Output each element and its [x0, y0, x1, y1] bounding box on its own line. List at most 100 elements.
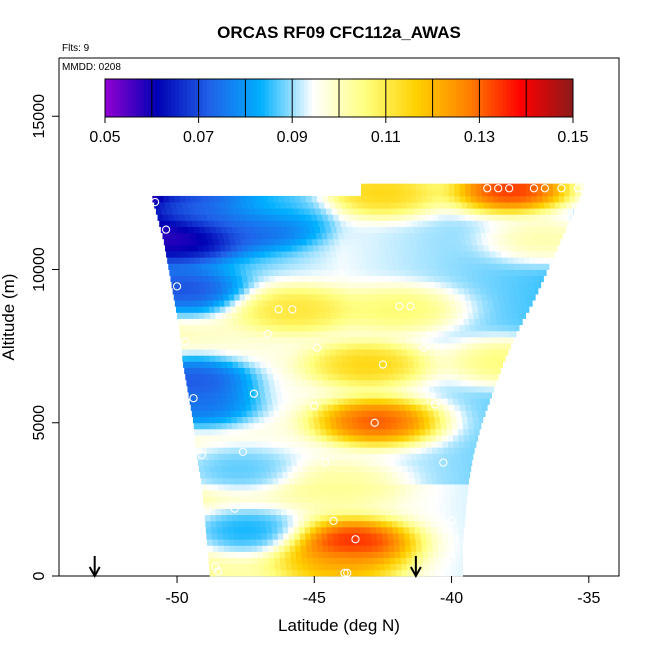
- heatmap-cell: [370, 287, 377, 295]
- heatmap-cell: [225, 306, 232, 313]
- heatmap-cell: [321, 533, 328, 540]
- heatmap-cell: [466, 306, 473, 313]
- heatmap-cell: [283, 447, 290, 454]
- heatmap-cell: [412, 416, 419, 424]
- heatmap-cell: [486, 263, 493, 270]
- heatmap-cell: [305, 294, 312, 301]
- heatmap-cell: [419, 428, 426, 436]
- heatmap-cell: [433, 490, 440, 497]
- heatmap-cell: [511, 202, 517, 209]
- heatmap-cell: [353, 287, 360, 295]
- heatmap-cell: [241, 343, 248, 350]
- heatmap-cell: [485, 287, 492, 295]
- heatmap-cell: [344, 195, 351, 203]
- heatmap-cell: [413, 514, 420, 522]
- heatmap-cell: [307, 459, 314, 467]
- colorbar-segment: [420, 79, 426, 117]
- heatmap-cell: [360, 533, 367, 540]
- heatmap-cell: [355, 214, 362, 221]
- heatmap-cell: [250, 447, 257, 454]
- heatmap-cell: [423, 385, 430, 393]
- heatmap-cell: [367, 496, 374, 503]
- heatmap-cell: [203, 416, 210, 424]
- heatmap-cell: [451, 508, 458, 516]
- heatmap-cell: [454, 545, 461, 552]
- heatmap-cell: [522, 202, 528, 209]
- heatmap-cell: [420, 232, 427, 240]
- heatmap-cell: [314, 312, 321, 319]
- heatmap-cell: [344, 330, 351, 338]
- heatmap-cell: [547, 263, 550, 270]
- heatmap-cell: [366, 373, 373, 381]
- heatmap-cell: [433, 379, 440, 387]
- heatmap-cell: [487, 373, 494, 381]
- heatmap-cell: [275, 349, 281, 356]
- heatmap-cell: [222, 232, 229, 240]
- heatmap-cell: [238, 471, 245, 479]
- heatmap-cell: [540, 257, 547, 264]
- heatmap-cell: [318, 220, 325, 227]
- heatmap-cell: [227, 520, 234, 528]
- heatmap-cell: [362, 496, 369, 503]
- heatmap-cell: [459, 294, 466, 301]
- heatmap-cell: [428, 502, 435, 509]
- heatmap-cell: [489, 202, 495, 209]
- heatmap-cell: [533, 281, 540, 289]
- heatmap-cell: [468, 422, 475, 430]
- colorbar-segment: [432, 79, 437, 117]
- heatmap-cell: [452, 526, 459, 534]
- heatmap-cell: [404, 324, 411, 332]
- heatmap-cell: [233, 471, 239, 479]
- heatmap-cell: [292, 361, 299, 368]
- heatmap-cell: [549, 220, 555, 227]
- heatmap-cell: [215, 514, 222, 522]
- heatmap-cell: [222, 471, 228, 479]
- heatmap-cell: [200, 257, 206, 264]
- heatmap-cell: [296, 220, 303, 227]
- heatmap-cell: [468, 465, 472, 473]
- heatmap-cell: [342, 287, 349, 295]
- heatmap-cell: [366, 539, 373, 546]
- heatmap-cell: [442, 294, 449, 301]
- heatmap-cell: [434, 349, 441, 356]
- heatmap-cell: [364, 361, 371, 368]
- heatmap-cell: [351, 502, 358, 509]
- heatmap-cell: [265, 361, 272, 368]
- heatmap-cell: [429, 281, 436, 289]
- heatmap-cell: [429, 508, 436, 516]
- x-tick-label: -45: [303, 590, 326, 607]
- heatmap-cell: [391, 428, 398, 436]
- heatmap-cell: [521, 244, 528, 252]
- heatmap-cell: [196, 238, 203, 246]
- heatmap-cell: [486, 367, 493, 375]
- heatmap-cell: [203, 275, 210, 283]
- heatmap-cell: [220, 502, 227, 509]
- heatmap-cell: [447, 257, 454, 264]
- heatmap-cell: [285, 202, 292, 209]
- heatmap-cell: [388, 404, 395, 411]
- heatmap-cell: [446, 465, 452, 473]
- heatmap-cell: [290, 551, 297, 559]
- heatmap-cell: [451, 465, 458, 473]
- heatmap-cell: [346, 563, 353, 571]
- heatmap-cell: [265, 392, 272, 399]
- heatmap-cell: [428, 202, 435, 209]
- heatmap-cell: [469, 257, 476, 264]
- heatmap-cell: [202, 269, 209, 277]
- heatmap-cell: [373, 349, 380, 356]
- heatmap-cell: [454, 214, 460, 221]
- location-arrow-head: [88, 566, 101, 579]
- heatmap-cell: [297, 355, 304, 362]
- heatmap-cell: [426, 183, 433, 191]
- heatmap-cell: [475, 232, 482, 240]
- heatmap-cell: [329, 275, 336, 283]
- heatmap-cell: [382, 195, 389, 203]
- heatmap-cell: [354, 294, 361, 301]
- heatmap-cell: [209, 312, 216, 319]
- heatmap-cell: [288, 367, 295, 375]
- heatmap-cell: [281, 465, 288, 473]
- heatmap-cell: [356, 220, 363, 227]
- heatmap-cell: [379, 563, 386, 571]
- heatmap-cell: [215, 355, 222, 362]
- heatmap-cell: [194, 318, 201, 326]
